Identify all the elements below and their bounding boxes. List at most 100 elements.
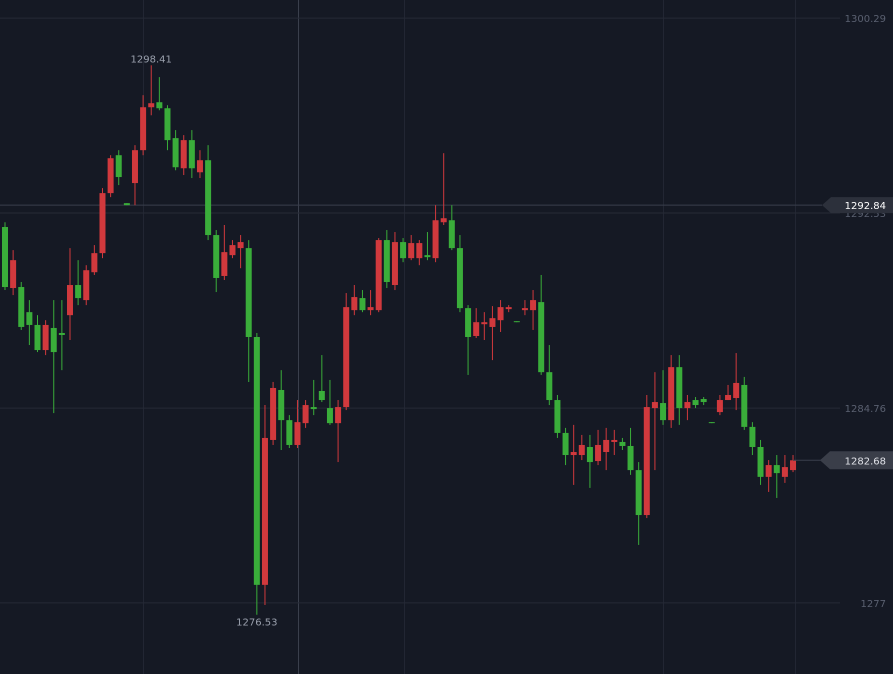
candle-body: [432, 220, 439, 259]
candle-body: [26, 312, 33, 325]
y-tick-label: 1292.53: [845, 209, 886, 220]
time-grid: [143, 0, 796, 674]
candle-body: [253, 337, 260, 585]
last-price-box: [820, 451, 893, 470]
candle-body: [58, 332, 65, 335]
candle-body: [424, 255, 431, 258]
crosshair-label-box: [822, 197, 893, 214]
y-tick-label: 1300.29: [845, 14, 886, 25]
candle-body: [245, 248, 252, 337]
candle-body: [440, 218, 447, 223]
candle-body: [611, 439, 618, 442]
candle-body: [156, 102, 163, 109]
candle-body: [148, 103, 155, 108]
candle-body: [278, 389, 285, 421]
candle-body: [164, 108, 171, 141]
candle-body: [635, 470, 642, 516]
candle-body: [765, 465, 772, 477]
candle-body: [562, 432, 569, 456]
candle-body: [465, 308, 472, 337]
candle-body: [115, 155, 122, 178]
candle-body: [351, 297, 358, 311]
candle-body: [66, 285, 73, 316]
candle-body: [790, 460, 797, 471]
candle-body: [530, 300, 537, 311]
candle-body: [34, 324, 41, 351]
last-price-label: 1282.68: [845, 456, 886, 467]
candle-body: [554, 400, 561, 433]
candle-body: [708, 422, 715, 424]
candle-body: [570, 452, 577, 456]
candle-body: [213, 235, 220, 278]
candle-body: [310, 407, 317, 410]
candle-body: [367, 307, 374, 311]
candle-body: [521, 308, 528, 311]
candle-body: [99, 193, 106, 254]
candle-body: [400, 242, 407, 259]
candle-body: [91, 253, 98, 273]
candle-body: [205, 160, 212, 236]
candle-body: [335, 407, 342, 424]
candle-body: [781, 467, 788, 477]
candle-body: [10, 260, 17, 289]
candle-body: [261, 437, 268, 585]
candle-body: [473, 322, 480, 336]
candle-body: [513, 321, 520, 323]
candle-body: [578, 444, 585, 456]
candle-body: [180, 140, 187, 169]
candle-body: [603, 439, 610, 453]
candle-body: [237, 242, 244, 249]
candle-body: [107, 158, 114, 194]
candle-body: [481, 322, 488, 325]
candle-body: [489, 318, 496, 327]
candle-body: [83, 270, 90, 301]
candle-body: [627, 445, 634, 471]
candle-body: [75, 285, 82, 299]
candle-body: [700, 399, 707, 403]
candle-body: [668, 367, 675, 421]
candle-body: [408, 243, 415, 259]
candle-body: [343, 307, 350, 408]
candle-body: [318, 390, 325, 401]
candle-body: [586, 446, 593, 463]
candle-body: [286, 420, 293, 445]
candle-body: [172, 138, 179, 168]
candle-body: [725, 395, 732, 401]
candle-body: [741, 384, 748, 427]
candle-body: [196, 160, 203, 173]
candle-body: [595, 444, 602, 462]
candle-body: [497, 307, 504, 321]
candle-body: [456, 248, 463, 309]
candle-body: [757, 446, 764, 477]
candle-body: [131, 150, 138, 184]
candle-body: [302, 405, 309, 424]
low-annotation: 1276.53: [236, 618, 277, 629]
candle-body: [123, 203, 130, 206]
candle-body: [619, 441, 626, 446]
candle-body: [651, 402, 658, 409]
candle-body: [18, 287, 25, 327]
candle-body: [676, 367, 683, 409]
candle-body: [188, 140, 195, 169]
candle-body: [505, 307, 512, 310]
candle-body: [229, 245, 236, 256]
candle-body: [660, 403, 667, 421]
candle-body: [546, 372, 553, 401]
candle-body: [383, 240, 390, 283]
candle-body: [749, 426, 756, 447]
candle-body: [359, 298, 366, 311]
candle-body: [270, 387, 277, 440]
candle-body: [50, 327, 57, 353]
candle-body: [692, 400, 699, 406]
y-tick-label: 1277: [861, 599, 886, 610]
candle-body: [684, 402, 691, 409]
candle-body: [140, 107, 147, 151]
high-annotation: 1298.41: [131, 54, 172, 65]
candle-body: [773, 465, 780, 474]
candle-body: [42, 324, 49, 351]
candle-body: [326, 408, 333, 424]
candle-body: [375, 240, 382, 311]
